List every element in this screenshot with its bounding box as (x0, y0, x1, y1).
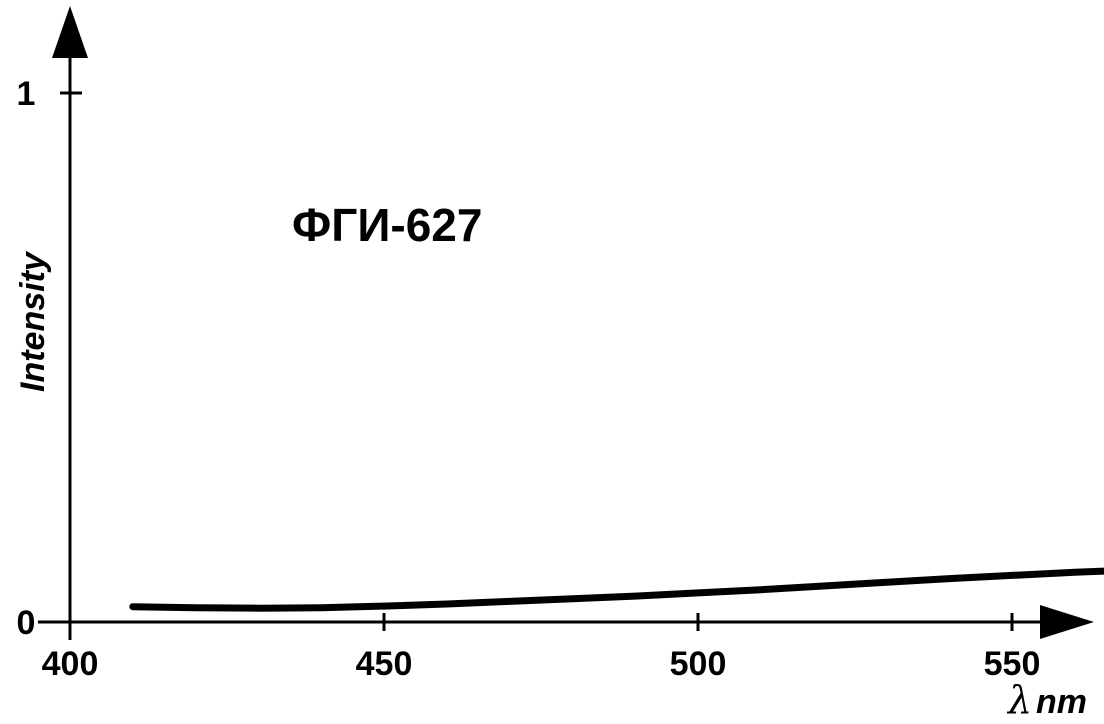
y-axis-arrowhead (52, 6, 88, 58)
x-axis-label: nm (1036, 683, 1087, 721)
y-tick-label: 1 (17, 75, 36, 113)
x-tick-label: 450 (356, 645, 413, 683)
chart-title: ФГИ-627 (292, 199, 482, 251)
x-tick-label: 400 (42, 645, 99, 683)
x-axis-label-symbol: λ (1006, 678, 1032, 722)
x-ticks: 400450500550600650700 (42, 613, 1041, 683)
x-axis-arrowhead (1040, 605, 1094, 639)
y-ticks: 01 (17, 75, 82, 642)
spectrum-series-line (129, 567, 1104, 612)
y-axis-label: Intensity (14, 250, 52, 392)
x-tick-label: 550 (984, 645, 1041, 683)
x-tick-label: 500 (670, 645, 727, 683)
y-tick-label: 0 (17, 604, 36, 642)
